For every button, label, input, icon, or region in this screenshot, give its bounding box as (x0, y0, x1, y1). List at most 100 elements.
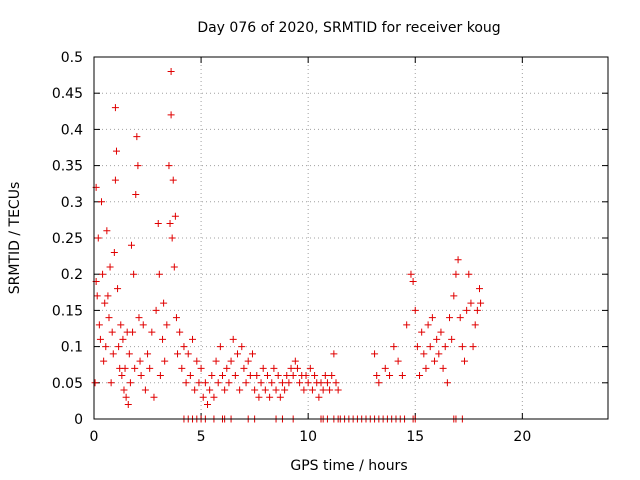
data-point (334, 386, 342, 394)
data-point (136, 357, 144, 365)
data-point (296, 379, 304, 387)
data-point (471, 321, 479, 329)
data-point (115, 343, 123, 351)
data-point (176, 328, 184, 336)
data-point (409, 277, 417, 285)
data-point (150, 393, 158, 401)
data-point (308, 386, 316, 394)
data-point (463, 306, 471, 314)
data-point (231, 372, 239, 380)
y-tick-label: 0.3 (61, 195, 83, 211)
y-tick-label: 0.25 (52, 231, 83, 247)
data-point (469, 343, 477, 351)
data-point (476, 285, 483, 293)
data-point (152, 306, 160, 314)
data-point (229, 335, 237, 343)
data-point (155, 270, 163, 278)
data-point (124, 401, 132, 409)
y-tick-label: 0.15 (52, 303, 83, 319)
data-point (178, 364, 186, 372)
data-point (413, 343, 421, 351)
data-point (100, 357, 108, 365)
data-point (328, 372, 336, 380)
data-point (274, 372, 282, 380)
data-point (122, 393, 130, 401)
data-point (197, 364, 205, 372)
data-point (266, 393, 274, 401)
data-point (390, 343, 398, 351)
data-point (193, 357, 201, 365)
x-axis-label: GPS time / hours (290, 458, 407, 474)
data-point (118, 372, 126, 380)
data-point (195, 379, 203, 387)
data-point (456, 314, 464, 322)
data-point (424, 321, 432, 329)
data-point (259, 364, 267, 372)
data-point (289, 372, 297, 380)
data-point (465, 270, 473, 278)
data-point (268, 379, 276, 387)
x-tick-label: 15 (406, 429, 424, 445)
data-point (373, 372, 381, 380)
data-point (139, 321, 147, 329)
data-point (114, 285, 122, 293)
data-point (165, 162, 173, 170)
data-point (242, 379, 250, 387)
data-point (257, 379, 265, 387)
data-point (371, 350, 379, 358)
x-tick-label: 0 (90, 429, 99, 445)
data-point (477, 299, 485, 307)
data-point (201, 379, 209, 387)
data-point (166, 220, 174, 228)
data-point (311, 372, 319, 380)
data-point (172, 314, 180, 322)
data-point (189, 335, 197, 343)
data-point (141, 386, 149, 394)
data-point (221, 386, 229, 394)
data-point (238, 343, 246, 351)
data-point (323, 379, 331, 387)
data-point (416, 372, 424, 380)
data-point (270, 364, 278, 372)
y-tick-label: 0 (74, 412, 83, 428)
data-point (403, 321, 411, 329)
data-point (186, 372, 194, 380)
data-point (276, 393, 284, 401)
data-point (398, 372, 406, 380)
data-point (306, 364, 314, 372)
data-point (223, 364, 231, 372)
data-point (104, 292, 112, 300)
data-point (101, 299, 109, 307)
data-point (121, 364, 129, 372)
chart-title: Day 076 of 2020, SRMTID for receiver kou… (197, 20, 500, 36)
data-point (191, 386, 199, 394)
data-point (199, 393, 207, 401)
data-point (184, 350, 192, 358)
data-point (227, 357, 235, 365)
data-point (407, 270, 415, 278)
data-point (216, 343, 224, 351)
data-point (95, 321, 103, 329)
data-point (300, 386, 308, 394)
data-point (137, 372, 145, 380)
data-point (293, 364, 301, 372)
y-tick-label: 0.05 (52, 376, 83, 392)
y-tick-label: 0.2 (61, 267, 83, 283)
data-point (454, 256, 462, 264)
data-point (441, 343, 449, 351)
data-point (102, 343, 110, 351)
data-point (160, 299, 168, 307)
x-tick-label: 20 (513, 429, 531, 445)
data-point (461, 357, 469, 365)
data-point (278, 379, 286, 387)
data-point (330, 350, 338, 358)
data-point (283, 372, 291, 380)
data-point (206, 386, 214, 394)
data-point (420, 350, 428, 358)
data-point (236, 386, 244, 394)
data-point (467, 299, 475, 307)
data-point (208, 372, 216, 380)
data-point (394, 357, 402, 365)
data-point (319, 386, 327, 394)
